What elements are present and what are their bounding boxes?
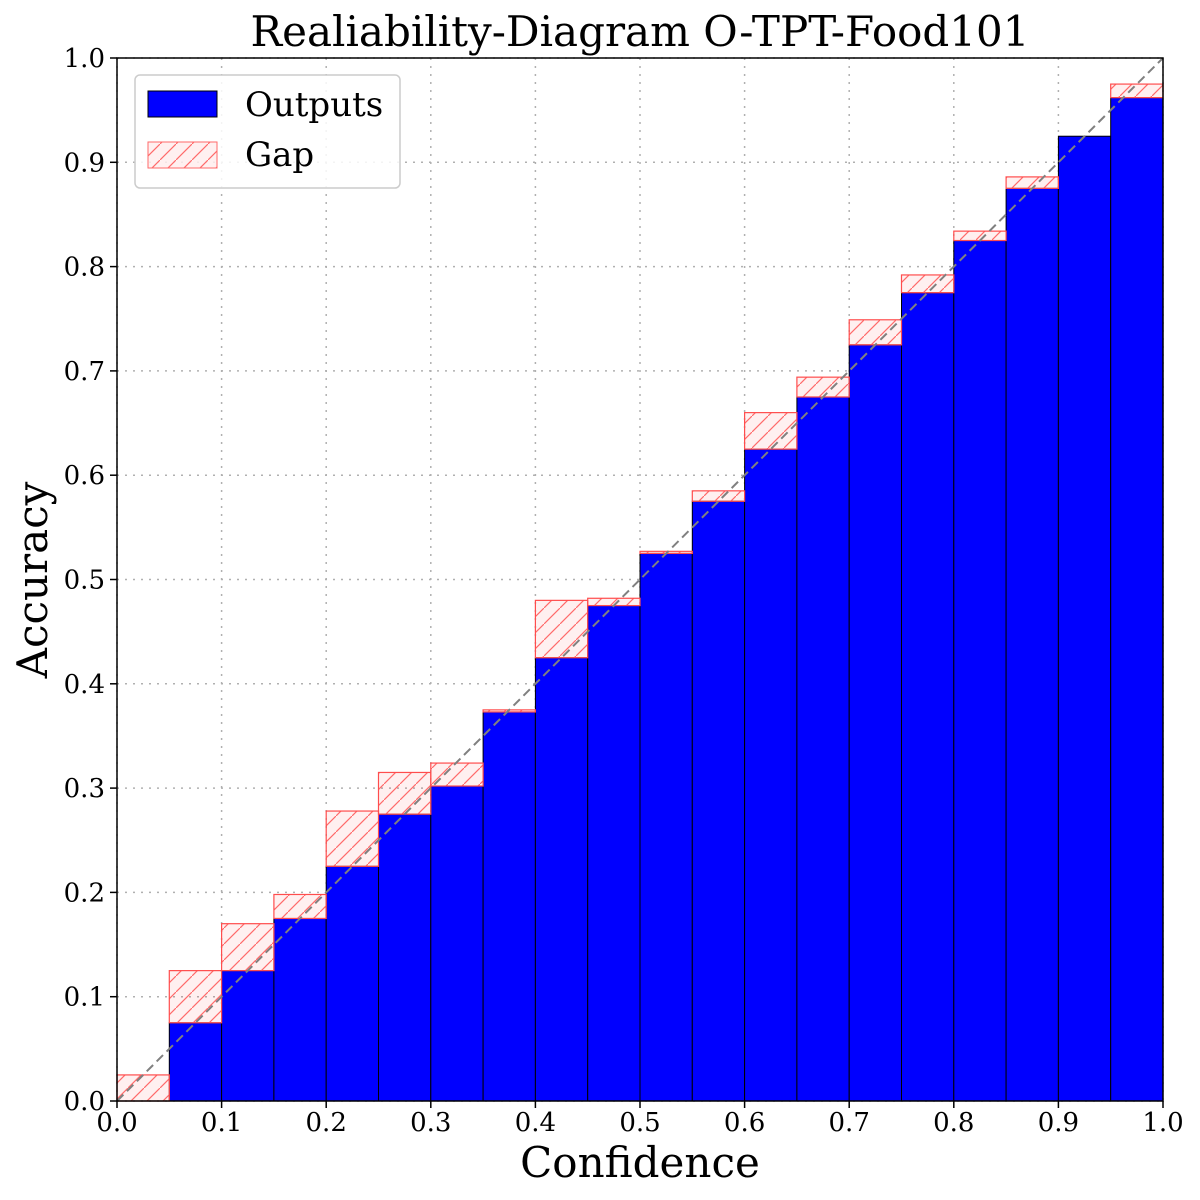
outputs-bar (273, 917, 327, 1102)
legend-label-gap: Gap (245, 135, 314, 175)
gap-bar (691, 490, 746, 502)
y-axis-ticks: 0.0 0.1 0.2 0.3 0.4 0.5 0.6 0.7 0.8 0.9 1.0 (64, 44, 117, 1117)
y-tick-label: 0.4 (64, 670, 105, 700)
outputs-bar (587, 605, 641, 1102)
x-tick-label: 0.6 (724, 1108, 765, 1138)
outputs-bar (221, 970, 275, 1102)
x-tick-label: 0.4 (515, 1108, 556, 1138)
x-tick-label: 0.9 (1038, 1108, 1079, 1138)
gap-bar-hatch (325, 810, 380, 867)
gap-bars (116, 83, 1164, 1102)
gap-bar-hatch (900, 274, 955, 294)
legend: Outputs Gap (134, 74, 401, 189)
outputs-bar (901, 292, 955, 1102)
gap-bar-hatch (691, 490, 746, 502)
outputs-bar (848, 344, 903, 1102)
gap-bar (430, 762, 484, 787)
gap-bar (325, 810, 380, 867)
outputs-bar (1005, 187, 1059, 1102)
x-tick-label: 0.8 (933, 1108, 974, 1138)
gap-bar-hatch (221, 923, 275, 972)
x-tick-label: 0.1 (201, 1108, 242, 1138)
outputs-bar (1110, 97, 1164, 1102)
gap-bar-hatch (1005, 176, 1059, 189)
chart-title: Realiability-Diagram O-TPT-Food101 (251, 7, 1030, 56)
gap-bar (796, 376, 850, 398)
gap-bar-hatch (796, 376, 850, 398)
y-tick-label: 0.2 (64, 878, 105, 908)
gap-bar-hatch (430, 762, 484, 787)
y-tick-label: 0.7 (64, 357, 105, 387)
y-tick-label: 1.0 (64, 44, 105, 74)
gap-bar-hatch (743, 412, 798, 450)
outputs-bar (744, 448, 798, 1102)
gap-bar (900, 274, 955, 294)
outputs-bar (796, 396, 850, 1102)
perfect-calibration-line (116, 57, 1164, 1102)
x-tick-label: 0.0 (96, 1108, 137, 1138)
outputs-bar (325, 865, 380, 1102)
y-tick-label: 0.5 (64, 566, 105, 596)
gap-bar (848, 319, 903, 346)
gap-bar-hatch (377, 771, 432, 815)
gap-bar (377, 771, 432, 815)
gap-bar (221, 923, 275, 972)
outputs-bar (639, 552, 693, 1102)
y-tick-label: 0.8 (64, 253, 105, 283)
gap-bar-hatch (273, 893, 327, 920)
y-tick-label: 0.0 (64, 1087, 105, 1117)
y-tick-label: 0.9 (64, 148, 105, 178)
gap-bar (743, 412, 798, 450)
legend-swatch-outputs (147, 90, 218, 118)
y-tick-label: 0.1 (64, 983, 105, 1013)
gap-bar (168, 970, 223, 1024)
gap-bar-hatch (1110, 83, 1164, 99)
gap-bar (1110, 83, 1164, 99)
outputs-bar (430, 785, 484, 1102)
gap-bar (273, 893, 327, 920)
legend-swatch-gap-hatch (147, 141, 218, 169)
gap-bar-hatch (534, 599, 589, 659)
gap-bar (1005, 176, 1059, 189)
gap-bar-hatch (116, 1074, 170, 1102)
gap-bar (116, 1074, 170, 1102)
outputs-bar (168, 1022, 223, 1102)
gap-bar-hatch (168, 970, 223, 1024)
outputs-bar (1057, 135, 1112, 1102)
y-tick-label: 0.6 (64, 461, 105, 491)
y-axis-label: Accuracy (8, 481, 57, 679)
outputs-bar (482, 711, 536, 1102)
outputs-bars (168, 97, 1164, 1102)
x-axis-label: Confidence (520, 1138, 760, 1187)
legend-label-outputs: Outputs (245, 85, 383, 125)
x-tick-label: 0.2 (306, 1108, 347, 1138)
y-tick-label: 0.3 (64, 774, 105, 804)
x-tick-label: 0.5 (619, 1108, 660, 1138)
outputs-bar (378, 813, 432, 1102)
x-tick-label: 0.7 (829, 1108, 870, 1138)
outputs-bar (953, 240, 1007, 1102)
x-tick-label: 0.3 (410, 1108, 451, 1138)
gap-bar-hatch (848, 319, 903, 346)
x-tick-label: 1.0 (1142, 1108, 1183, 1138)
outputs-bar (534, 657, 589, 1102)
outputs-bar (691, 500, 746, 1102)
gap-bar (534, 599, 589, 659)
x-axis-ticks: 0.0 0.1 0.2 0.3 0.4 0.5 0.6 0.7 0.8 0.9 1.0 (96, 1101, 1184, 1138)
